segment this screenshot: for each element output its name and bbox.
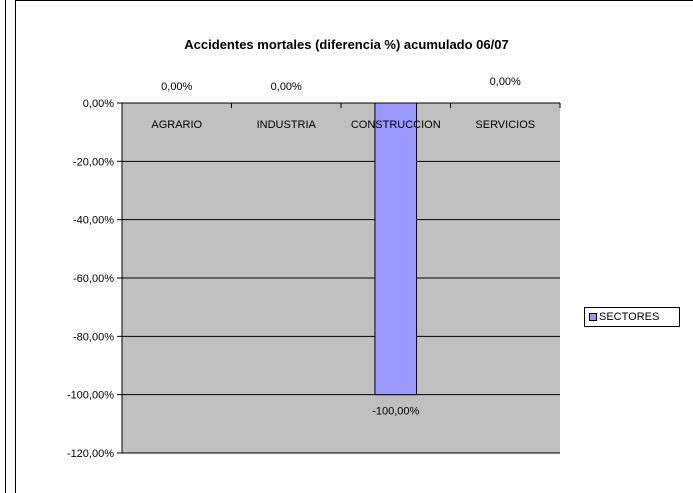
y-tick-label: -20,00% bbox=[73, 156, 114, 168]
x-tick-label: INDUSTRIA bbox=[257, 119, 317, 131]
data-label: 0,00% bbox=[161, 81, 192, 93]
legend[interactable]: SECTORES bbox=[584, 307, 680, 327]
y-tick-label: 0,00% bbox=[83, 98, 114, 110]
x-tick-label: CONSTRUCCION bbox=[351, 119, 441, 131]
y-tick-label: -80,00% bbox=[73, 331, 114, 343]
data-label: -100,00% bbox=[372, 406, 419, 418]
data-label: 0,00% bbox=[271, 81, 302, 93]
y-tick-label: -60,00% bbox=[73, 273, 114, 285]
x-tick-label: AGRARIO bbox=[151, 119, 202, 131]
bar bbox=[374, 102, 418, 396]
y-tick-label: -100,00% bbox=[67, 390, 114, 402]
y-tick-label: -40,00% bbox=[73, 215, 114, 227]
x-tick-label: SERVICIOS bbox=[475, 119, 535, 131]
left-window-edge bbox=[0, 0, 6, 493]
y-tick-label: -120,00% bbox=[67, 448, 114, 460]
legend-label: SECTORES bbox=[599, 311, 660, 323]
legend-swatch bbox=[589, 313, 597, 321]
chart-title: Accidentes mortales (diferencia %) acumu… bbox=[184, 37, 509, 52]
data-label: 0,00% bbox=[490, 76, 521, 88]
